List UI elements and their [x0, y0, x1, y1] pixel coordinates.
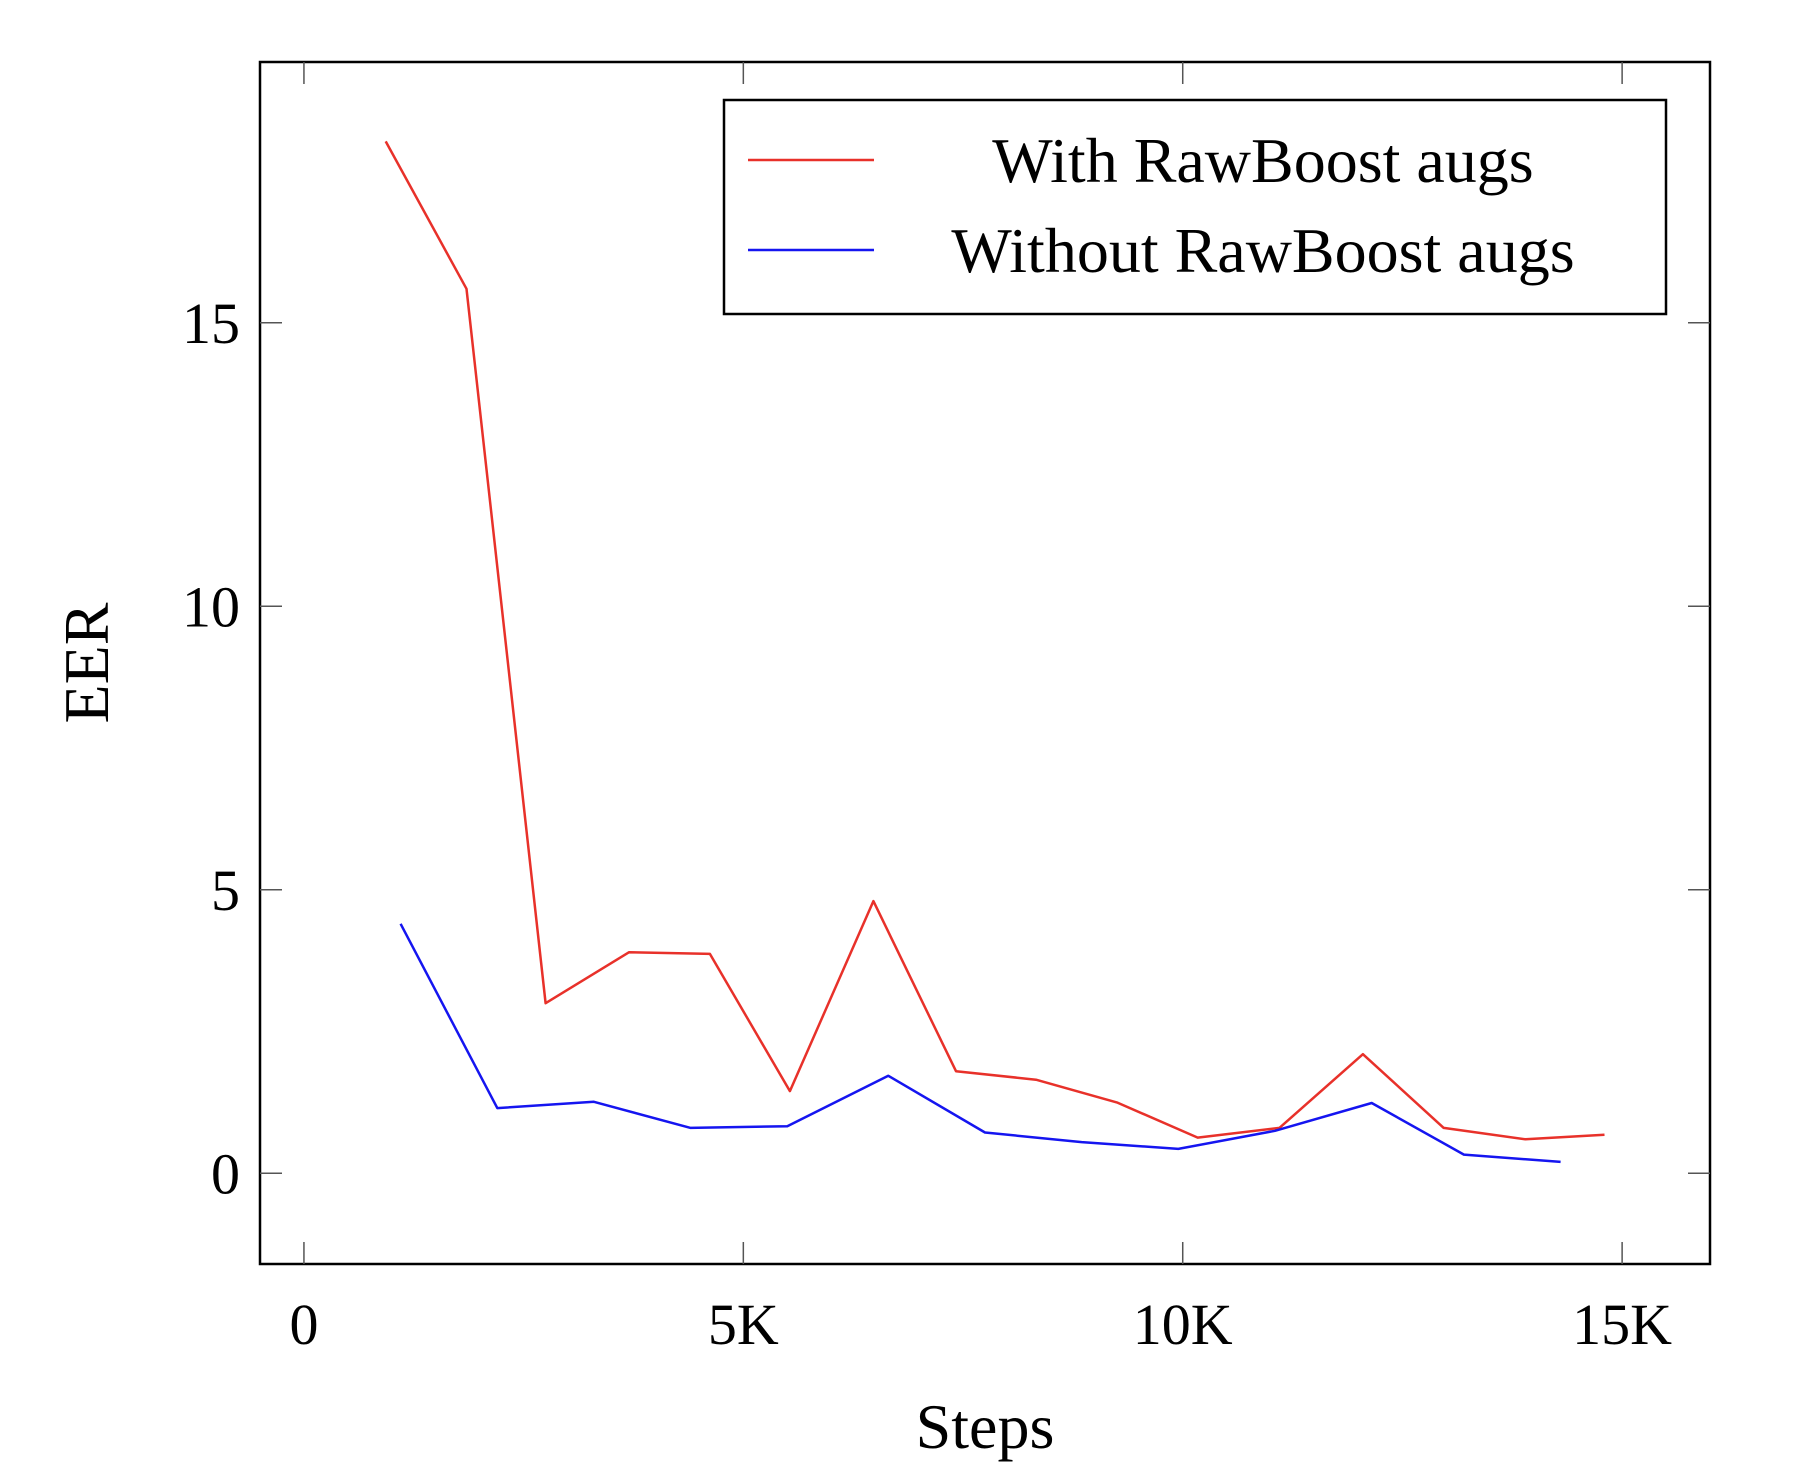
series-line-1: [399, 923, 1561, 1164]
y-tick-label-0: 0: [211, 1141, 240, 1206]
x-tick-label-3: 15K: [1572, 1292, 1672, 1357]
x-axis-label: Steps: [916, 1391, 1055, 1462]
tick-marks: [260, 62, 1710, 1264]
x-tick-label-2: 10K: [1133, 1292, 1233, 1357]
legend-label-without-rawboost: Without RawBoost augs: [951, 215, 1574, 286]
x-tick-label-1: 5K: [708, 1292, 779, 1357]
series-line-0: [384, 140, 1605, 1141]
series-lines: [384, 140, 1605, 1164]
y-tick-label-3: 15: [182, 291, 240, 356]
legend-box: [722, 98, 1668, 316]
legend-label-with-rawboost: With RawBoost augs: [992, 125, 1533, 196]
y-axis-label: EER: [51, 602, 122, 723]
tick-labels: 0 5K 10K 15K 0 5 10 15: [182, 291, 1672, 1357]
y-tick-label-2: 10: [182, 574, 240, 639]
y-tick-label-1: 5: [211, 858, 240, 923]
x-tick-label-0: 0: [289, 1292, 318, 1357]
legend: With RawBoost augs Without RawBoost augs: [722, 98, 1668, 316]
